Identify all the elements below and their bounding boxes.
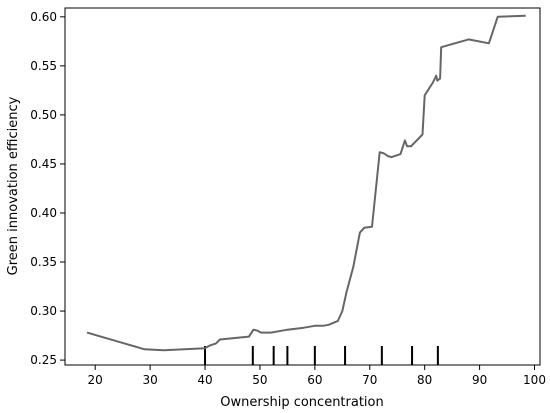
x-tick-label: 40 [197, 373, 212, 387]
x-axis-ticks: 20 30 40 50 60 70 80 90 100 [88, 365, 546, 387]
y-tick-label: 0.55 [30, 59, 57, 73]
plot-frame [64, 7, 541, 366]
x-tick-label: 60 [307, 373, 322, 387]
y-tick-label: 0.40 [30, 206, 57, 220]
y-tick-label: 0.60 [30, 10, 57, 24]
x-tick-label: 30 [142, 373, 157, 387]
y-tick-label: 0.25 [30, 353, 57, 367]
rug-marks [204, 346, 439, 365]
y-axis-label: Green innovation efficiency [6, 96, 21, 275]
x-tick-label: 20 [88, 373, 103, 387]
y-axis-ticks: 0.25 0.30 0.35 0.40 0.45 0.50 0.55 0.60 [30, 10, 65, 367]
x-tick-label: 70 [362, 373, 377, 387]
y-tick-label: 0.50 [30, 108, 57, 122]
y-tick-label: 0.35 [30, 255, 57, 269]
x-tick-label: 90 [472, 373, 487, 387]
x-tick-label: 50 [252, 373, 267, 387]
x-axis-label: Ownership concentration [220, 395, 384, 410]
y-tick-label: 0.45 [30, 157, 57, 171]
series-line [86, 14, 526, 352]
y-tick-label: 0.30 [30, 304, 57, 318]
x-tick-label: 80 [417, 373, 432, 387]
plot-area: 20 30 40 50 60 70 80 90 100 0.25 0.30 0.35 0.40 0.45… [30, 7, 546, 387]
x-tick-label: 100 [523, 373, 546, 387]
